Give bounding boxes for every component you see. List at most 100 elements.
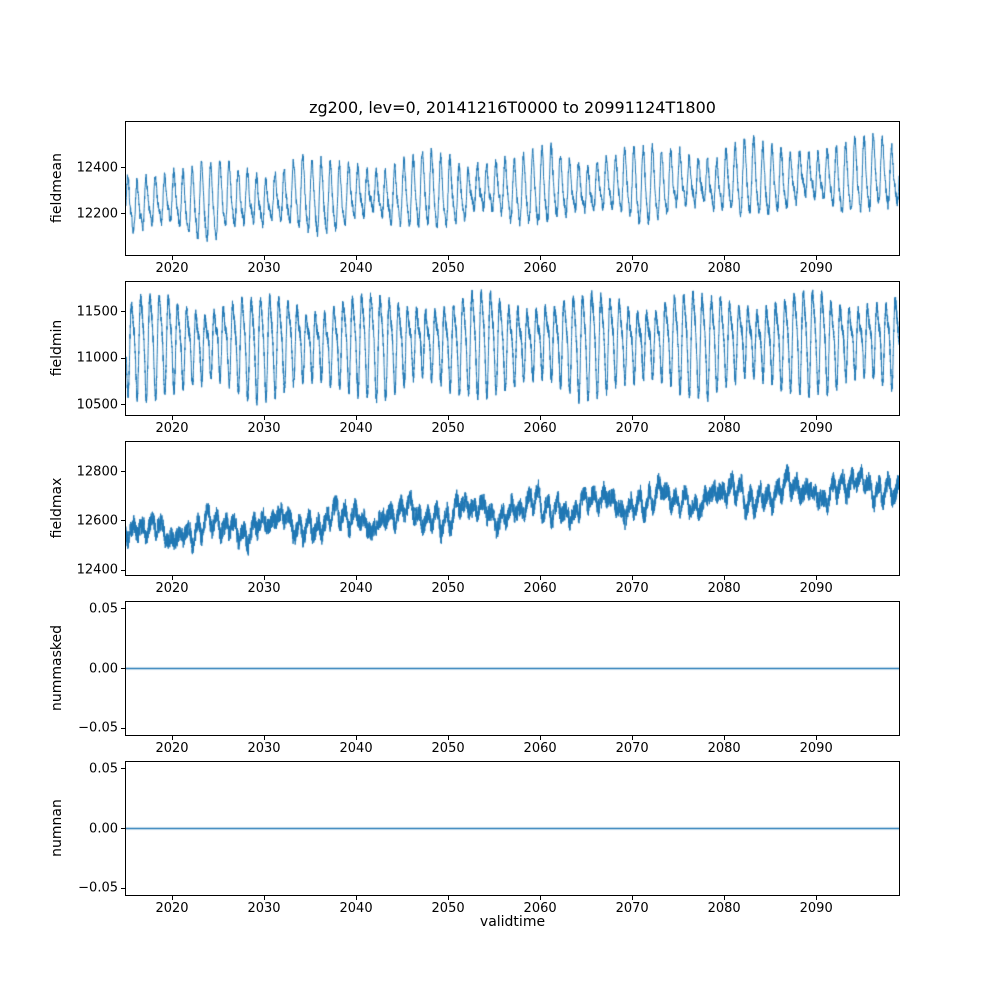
x-tick-label: 2080 (707, 261, 741, 276)
x-tick-label: 2060 (523, 741, 557, 756)
x-tick-label: 2030 (247, 421, 281, 436)
fieldmean-line-canvas (126, 122, 899, 255)
x-tick-mark (447, 576, 449, 580)
y-tick-mark (121, 311, 125, 313)
x-tick-label: 2050 (431, 581, 465, 596)
x-tick-label: 2030 (247, 581, 281, 596)
x-tick-mark (171, 736, 173, 740)
x-tick-label: 2090 (799, 261, 833, 276)
x-tick-label: 2050 (431, 901, 465, 916)
y-tick-label: 0.00 (89, 821, 118, 836)
x-tick-label: 2020 (155, 901, 189, 916)
x-tick-mark (631, 256, 633, 260)
x-tick-mark (171, 576, 173, 580)
x-tick-mark (447, 736, 449, 740)
y-tick-label: 12800 (76, 464, 118, 480)
x-tick-mark (263, 576, 265, 580)
x-tick-label: 2030 (247, 741, 281, 756)
x-tick-label: 2090 (799, 421, 833, 436)
x-tick-label: 2090 (799, 581, 833, 596)
x-tick-label: 2080 (707, 581, 741, 596)
subplot-fieldmax (125, 441, 900, 576)
x-tick-label: 2060 (523, 261, 557, 276)
x-tick-mark (815, 576, 817, 580)
x-tick-label: 2040 (339, 421, 373, 436)
x-tick-mark (355, 896, 357, 900)
y-tick-mark (121, 887, 125, 889)
fieldmin-line-canvas (126, 282, 899, 415)
x-tick-mark (263, 736, 265, 740)
y-axis-label-nummasked: nummasked (49, 624, 65, 712)
x-tick-mark (171, 256, 173, 260)
x-tick-label: 2040 (339, 741, 373, 756)
x-tick-label: 2060 (523, 421, 557, 436)
y-tick-label: 11000 (76, 350, 118, 366)
y-axis-label-numnan: numnan (49, 799, 65, 857)
x-tick-mark (263, 896, 265, 900)
x-tick-label: 2070 (615, 421, 649, 436)
y-axis-label-fieldmax: fieldmax (49, 477, 65, 539)
y-tick-mark (121, 727, 125, 729)
y-tick-label: −0.05 (78, 720, 118, 736)
x-tick-label: 2020 (155, 581, 189, 596)
x-tick-mark (539, 576, 541, 580)
x-tick-mark (447, 416, 449, 420)
x-tick-mark (723, 736, 725, 740)
y-axis-label-fieldmean: fieldmean (49, 153, 65, 223)
x-tick-label: 2050 (431, 421, 465, 436)
x-tick-label: 2070 (615, 901, 649, 916)
subplot-fieldmin (125, 281, 900, 416)
y-tick-label: 0.05 (89, 601, 118, 617)
x-tick-mark (447, 896, 449, 900)
y-tick-label: 12200 (76, 206, 118, 222)
y-tick-label: 12600 (76, 513, 118, 529)
x-tick-mark (539, 896, 541, 900)
y-tick-label: 12400 (76, 562, 118, 578)
x-tick-mark (723, 416, 725, 420)
y-tick-label: 11500 (76, 304, 118, 320)
y-tick-label: 0.00 (89, 661, 118, 676)
x-tick-mark (631, 896, 633, 900)
subplot-nummasked (125, 601, 900, 736)
y-tick-mark (121, 520, 125, 522)
x-tick-label: 2050 (431, 261, 465, 276)
x-tick-mark (263, 256, 265, 260)
x-tick-label: 2070 (615, 741, 649, 756)
x-tick-mark (539, 256, 541, 260)
x-tick-mark (723, 256, 725, 260)
x-tick-mark (631, 576, 633, 580)
y-tick-mark (121, 768, 125, 770)
y-tick-mark (121, 213, 125, 215)
x-tick-label: 2070 (615, 581, 649, 596)
x-tick-label: 2060 (523, 581, 557, 596)
x-tick-mark (631, 416, 633, 420)
x-tick-mark (815, 256, 817, 260)
y-tick-label: 12400 (76, 160, 118, 176)
x-tick-label: 2060 (523, 901, 557, 916)
x-tick-label: 2080 (707, 741, 741, 756)
y-tick-mark (121, 357, 125, 359)
x-tick-mark (263, 416, 265, 420)
y-tick-mark (121, 828, 125, 829)
x-tick-mark (355, 416, 357, 420)
y-tick-mark (121, 608, 125, 610)
x-tick-label: 2020 (155, 261, 189, 276)
fieldmax-line-canvas (126, 442, 899, 575)
y-tick-label: 0.05 (89, 761, 118, 777)
x-tick-label: 2090 (799, 741, 833, 756)
x-axis-label: validtime (479, 914, 546, 930)
y-tick-mark (121, 167, 125, 169)
x-tick-label: 2090 (799, 901, 833, 916)
x-tick-label: 2030 (247, 901, 281, 916)
x-tick-mark (539, 736, 541, 740)
chart-title: zg200, lev=0, 20141216T0000 to 20991124T… (309, 98, 716, 117)
y-axis-label-fieldmin: fieldmin (49, 319, 65, 377)
x-tick-mark (815, 896, 817, 900)
y-tick-label: −0.05 (78, 880, 118, 896)
x-tick-label: 2050 (431, 741, 465, 756)
x-tick-mark (355, 576, 357, 580)
x-tick-label: 2020 (155, 741, 189, 756)
x-tick-label: 2030 (247, 261, 281, 276)
x-tick-mark (355, 736, 357, 740)
